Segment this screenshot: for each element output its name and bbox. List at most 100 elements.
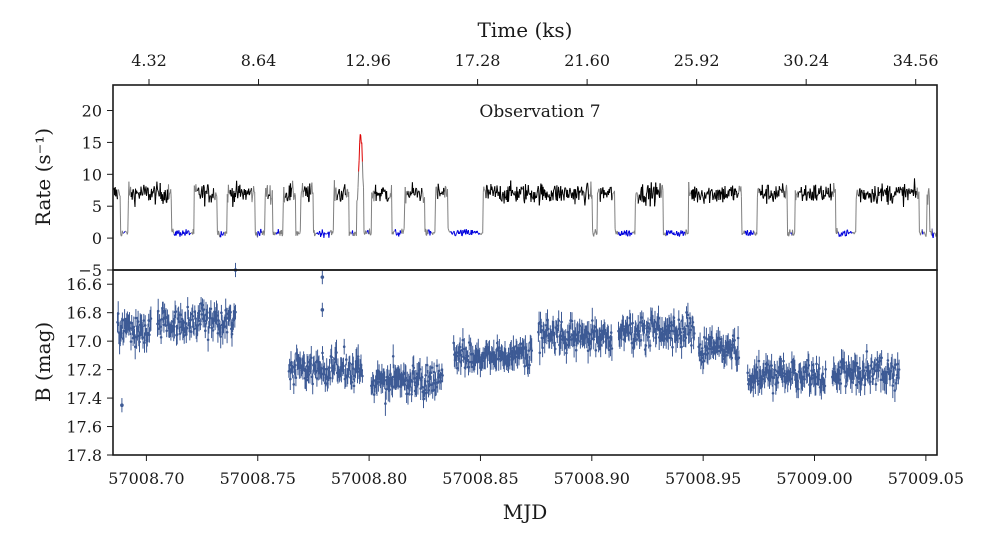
high-state-segment [874, 186, 876, 196]
data-point [864, 377, 867, 381]
transition-segment [350, 233, 352, 235]
data-point [766, 363, 769, 366]
data-point [756, 382, 760, 386]
transition-segment [740, 186, 742, 197]
data-point [206, 338, 210, 342]
transition-segment [448, 231, 451, 233]
high-state-segment [638, 194, 641, 197]
transition-segment [597, 189, 600, 193]
high-state-segment [149, 194, 152, 201]
data-point [355, 357, 359, 361]
data-point [599, 343, 602, 347]
data-point [869, 380, 872, 384]
high-state-segment [146, 191, 148, 196]
data-point [670, 329, 674, 333]
high-state-segment [502, 191, 505, 196]
transition-segment [365, 232, 368, 234]
observation-annotation: Observation 7 [479, 102, 600, 122]
high-state-segment [245, 194, 247, 200]
transition-segment [300, 191, 302, 199]
transition-segment [364, 232, 366, 235]
data-point [698, 343, 702, 346]
high-state-segment [800, 187, 803, 194]
high-state-segment [725, 196, 727, 198]
data-point [789, 377, 793, 381]
transition-segment [314, 234, 316, 237]
transition-segment [434, 199, 436, 233]
data-point [215, 314, 219, 317]
transition-segment [334, 189, 336, 202]
data-point [418, 368, 422, 371]
high-state-segment [543, 189, 545, 197]
transition-segment [444, 185, 447, 188]
data-point [811, 377, 814, 380]
data-point [508, 355, 512, 358]
transition-segment [444, 186, 446, 198]
data-point [311, 382, 315, 386]
high-state-segment [637, 199, 640, 204]
transition-segment [793, 233, 795, 236]
data-point [321, 351, 324, 355]
high-state-segment [812, 185, 815, 201]
data-point [527, 349, 531, 352]
high-state-segment [610, 186, 613, 201]
transition-segment [357, 187, 359, 200]
data-point [578, 324, 581, 328]
high-state-segment [694, 194, 697, 198]
transition-segment [255, 232, 258, 236]
high-state-segment [798, 191, 800, 193]
data-point [229, 310, 232, 314]
data-point [148, 333, 151, 337]
mjd-tick-label: 57008.75 [220, 469, 296, 488]
transition-segment [927, 191, 929, 205]
transition-segment [311, 182, 313, 194]
low-state-segment [627, 231, 630, 234]
flare-series [358, 134, 363, 172]
data-point [771, 392, 775, 395]
low-state-segment [177, 232, 179, 235]
data-point [873, 363, 877, 367]
high-state-segment [915, 191, 917, 198]
high-state-segment [584, 192, 587, 201]
high-state-segment [806, 191, 809, 194]
data-point [757, 359, 761, 363]
data-point [307, 373, 310, 376]
transition-segment [756, 197, 758, 235]
high-state-segment [522, 186, 525, 200]
high-state-segment [303, 190, 305, 192]
high-state-segment [528, 191, 530, 195]
low-state-segment [464, 229, 466, 233]
high-state-segment [908, 188, 910, 193]
data-point [691, 321, 695, 324]
high-state-segment [831, 191, 833, 196]
high-state-segment [137, 192, 140, 196]
low-state-segment [452, 231, 454, 233]
high-state-segment [761, 184, 764, 198]
high-state-segment [538, 199, 541, 206]
data-point [818, 367, 821, 370]
low-state-segment [748, 233, 750, 236]
high-state-segment [896, 190, 899, 193]
high-state-segment [492, 190, 495, 197]
high-state-segment [719, 189, 721, 192]
data-point [810, 369, 813, 373]
data-point [325, 367, 329, 371]
data-point [557, 319, 560, 323]
transition-segment [191, 232, 193, 234]
high-state-segment [207, 184, 210, 191]
data-point [345, 358, 348, 361]
data-point [793, 368, 797, 372]
high-state-segment [879, 191, 881, 193]
data-point [891, 384, 895, 387]
high-state-segment [200, 190, 202, 196]
transition-segment [256, 234, 258, 238]
transition-segment [299, 230, 301, 234]
data-point [372, 393, 376, 396]
low-state-segment [183, 231, 185, 234]
transition-segment [369, 228, 371, 235]
low-state-segment [453, 231, 456, 235]
data-point [526, 366, 530, 370]
high-state-segment [714, 196, 717, 200]
high-state-segment [210, 194, 213, 203]
low-state-segment [454, 234, 456, 237]
